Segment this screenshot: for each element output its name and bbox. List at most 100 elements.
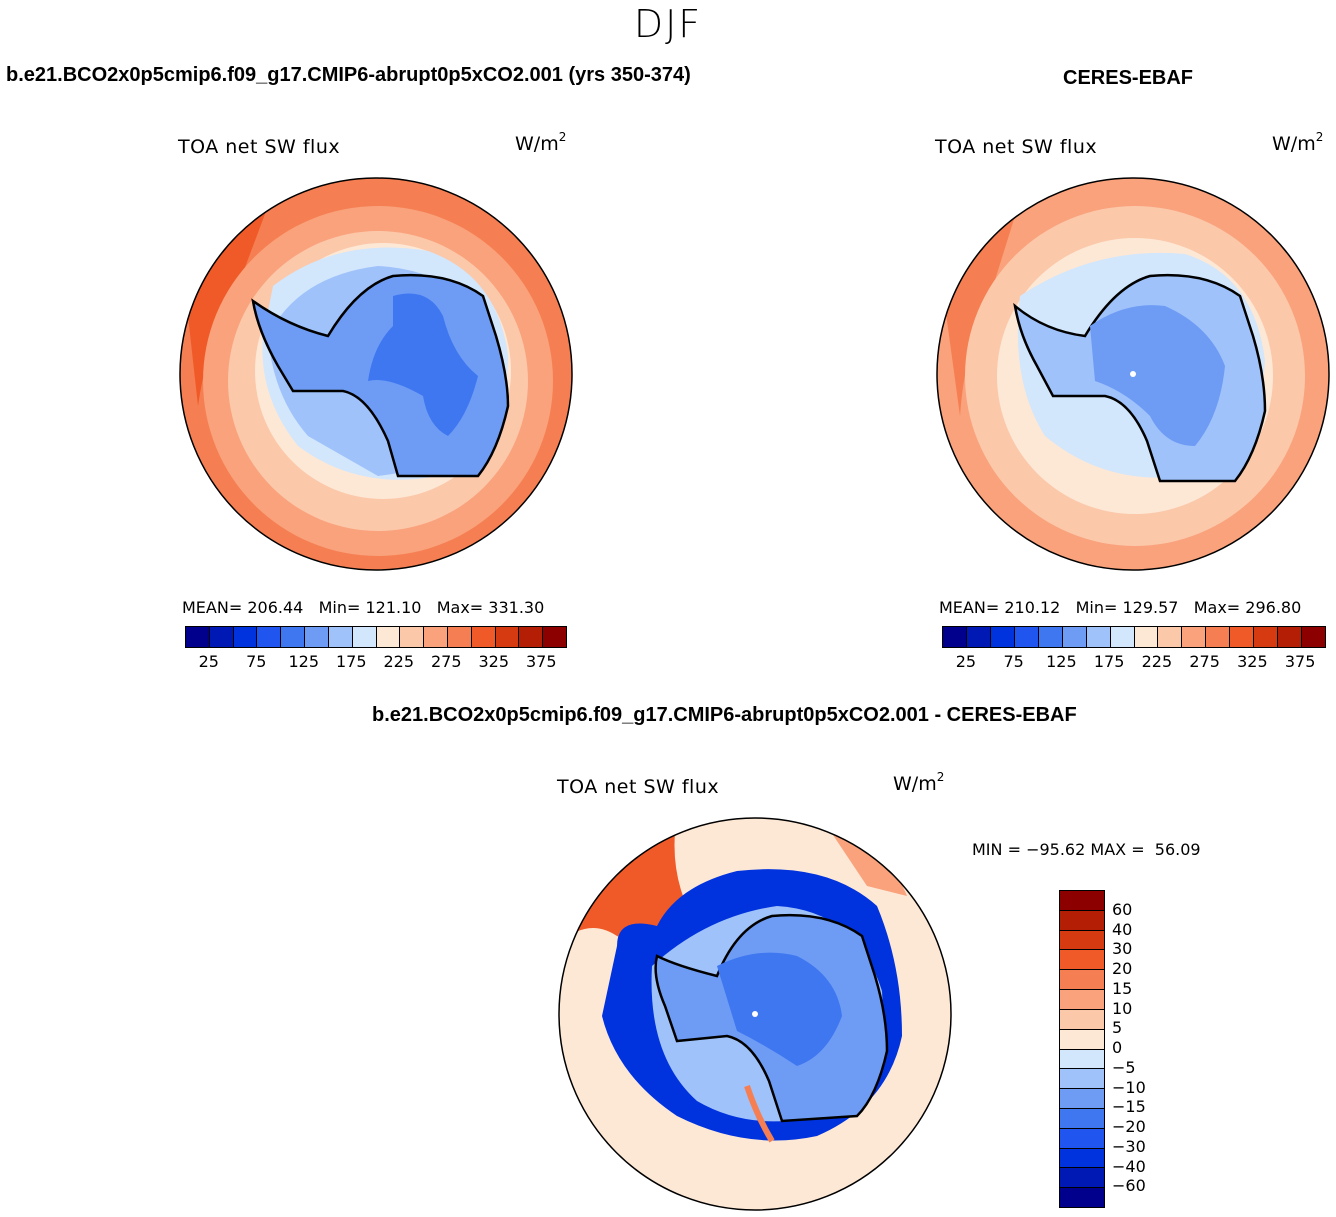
colorbar-swatch	[352, 627, 377, 647]
colorbar-swatch	[1060, 1108, 1104, 1129]
colorbar-swatch	[543, 627, 566, 647]
colorbar-swatch	[943, 627, 967, 647]
colorbar-swatch	[966, 627, 991, 647]
colorbar-swatch	[305, 627, 329, 647]
colorbar-swatch	[1254, 627, 1279, 647]
colorbar-tick-label: 175	[335, 652, 367, 671]
colorbar-swatch	[400, 627, 425, 647]
colorbar-swatch	[1060, 990, 1104, 1010]
colorbar-swatch	[1060, 1009, 1104, 1030]
colorbar-tick-label: 325	[478, 652, 510, 671]
colorbar-tick-label: −30	[1112, 1136, 1146, 1156]
map-boundary	[936, 177, 1330, 571]
map-boundary	[179, 177, 573, 571]
colorbar-swatch	[1062, 627, 1087, 647]
colorbar-swatch	[1302, 627, 1325, 647]
colorbar-tick-label: 375	[525, 652, 557, 671]
model-stats: MEAN= 206.44 Min= 121.10 Max= 331.30	[182, 598, 545, 617]
obs-colorbar	[942, 626, 1326, 648]
colorbar-swatch	[1060, 1029, 1104, 1050]
season-title: DJF	[633, 2, 703, 46]
colorbar-swatch	[1060, 930, 1104, 951]
diff-panel-title: b.e21.BCO2x0p5cmip6.f09_g17.CMIP6-abrupt…	[372, 704, 1077, 726]
diff-plot-title: TOA net SW flux	[557, 776, 720, 798]
colorbar-swatch	[1206, 627, 1231, 647]
map-boundary	[558, 817, 952, 1211]
colorbar-tick-label: −10	[1112, 1077, 1146, 1097]
colorbar-swatch	[1278, 627, 1303, 647]
colorbar-swatch	[257, 627, 282, 647]
model-panel-title: b.e21.BCO2x0p5cmip6.f09_g17.CMIP6-abrupt…	[6, 64, 691, 86]
colorbar-swatch	[376, 627, 401, 647]
colorbar-tick-label: 5	[1112, 1018, 1123, 1038]
colorbar-swatch	[1060, 1128, 1104, 1149]
colorbar-swatch	[1060, 1089, 1104, 1109]
colorbar-tick-label: 125	[1046, 652, 1077, 671]
obs-polar-map	[936, 177, 1330, 571]
colorbar-swatch	[1086, 627, 1111, 647]
model-units: W/m2	[515, 130, 567, 155]
model-colorbar	[185, 626, 567, 648]
colorbar-swatch	[1060, 1049, 1104, 1070]
colorbar-swatch	[990, 627, 1015, 647]
colorbar-tick-label: 60	[1112, 899, 1133, 919]
colorbar-swatch	[447, 627, 472, 647]
colorbar-swatch	[186, 627, 210, 647]
colorbar-tick-label: 175	[1093, 652, 1125, 671]
obs-units: W/m2	[1272, 130, 1324, 155]
colorbar-tick-label: 275	[1189, 652, 1220, 671]
model-colorbar-ticks: 25 75 125 175 225 275 325 375	[185, 652, 565, 672]
colorbar-tick-label: 25	[198, 652, 219, 671]
colorbar-swatch	[1060, 1188, 1104, 1207]
colorbar-swatch	[1182, 627, 1207, 647]
obs-panel-title: CERES-EBAF	[1063, 67, 1194, 89]
colorbar-tick-label: −40	[1112, 1156, 1146, 1176]
colorbar-tick-label: −60	[1112, 1176, 1146, 1196]
colorbar-tick-label: 125	[288, 652, 320, 671]
colorbar-tick-label: −15	[1112, 1097, 1146, 1117]
colorbar-tick-label: 225	[1141, 652, 1173, 671]
colorbar-swatch	[1134, 627, 1159, 647]
colorbar-swatch	[1038, 627, 1063, 647]
colorbar-swatch	[1060, 950, 1104, 971]
colorbar-swatch	[1060, 910, 1104, 931]
diff-stats: MIN = −95.62 MAX = 56.09	[972, 840, 1201, 859]
colorbar-tick-label: 30	[1112, 939, 1133, 959]
colorbar-swatch	[424, 627, 448, 647]
colorbar-tick-label: 25	[955, 652, 977, 671]
obs-plot-title: TOA net SW flux	[935, 136, 1098, 158]
colorbar-swatch	[281, 627, 306, 647]
colorbar-swatch	[209, 627, 234, 647]
colorbar-swatch	[1110, 627, 1135, 647]
colorbar-swatch	[1158, 627, 1183, 647]
colorbar-tick-label: −20	[1112, 1117, 1146, 1136]
colorbar-tick-label: 75	[1003, 652, 1024, 671]
colorbar-swatch	[1060, 970, 1104, 991]
colorbar-swatch	[1060, 1069, 1104, 1090]
colorbar-swatch	[1060, 891, 1104, 911]
map-fill-interior-min	[368, 293, 478, 436]
colorbar-swatch	[471, 627, 496, 647]
colorbar-tick-label: 15	[1112, 978, 1133, 998]
colorbar-swatch	[1014, 627, 1039, 647]
colorbar-tick-label: 75	[246, 652, 267, 671]
colorbar-tick-label: 275	[430, 652, 462, 671]
model-polar-map	[179, 177, 573, 571]
colorbar-tick-label: 225	[383, 652, 415, 671]
colorbar-swatch	[1230, 627, 1255, 647]
diff-colorbar-ticks: 60 40 30 20 15 10 5 0 −5 −10 −15 −20 −30 −40 −60	[1112, 890, 1172, 1206]
colorbar-tick-label: 10	[1112, 998, 1133, 1018]
colorbar-tick-label: −5	[1112, 1057, 1136, 1077]
obs-stats: MEAN= 210.12 Min= 129.57 Max= 296.80	[939, 598, 1302, 617]
diff-units: W/m2	[893, 770, 945, 795]
model-plot-title: TOA net SW flux	[178, 136, 341, 158]
colorbar-swatch	[519, 627, 544, 647]
colorbar-swatch	[328, 627, 353, 647]
obs-colorbar-ticks: 25 75 125 175 225 275 325 375	[942, 652, 1324, 672]
colorbar-tick-label: 0	[1112, 1038, 1123, 1057]
colorbar-tick-label: 40	[1112, 919, 1133, 939]
diff-colorbar	[1059, 890, 1105, 1208]
colorbar-swatch	[233, 627, 258, 647]
colorbar-tick-label: 20	[1112, 959, 1133, 978]
colorbar-swatch	[495, 627, 520, 647]
